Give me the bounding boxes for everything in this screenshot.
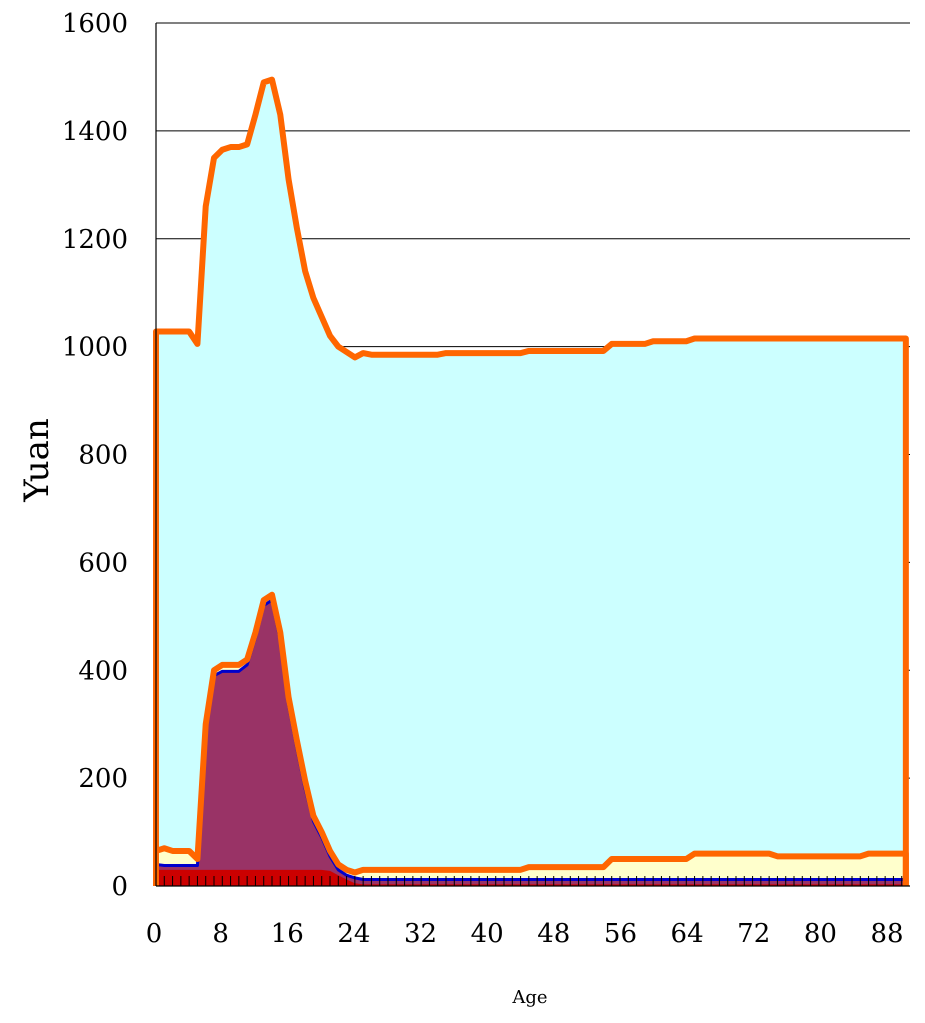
- x-tick-labels: 0 8 16 24 32 40 48 56 64 72 80 88: [146, 919, 904, 949]
- x-tick-label: 0: [146, 919, 163, 949]
- area-education: [156, 600, 906, 886]
- x-tick-label: 80: [804, 919, 837, 949]
- x-axis-title: Age: [511, 987, 547, 1008]
- y-tick-label: 600: [78, 548, 128, 578]
- y-tick-labels: 0 200 400 600 800 1000 1200 1400 1600: [62, 9, 128, 902]
- x-tick-label: 32: [404, 919, 437, 949]
- line-total: [153, 76, 909, 886]
- x-tick-label: 8: [212, 919, 229, 949]
- line-mid: [153, 591, 909, 886]
- x-tick-label: 64: [671, 919, 704, 949]
- y-axis-title: Yuan: [17, 418, 57, 503]
- y-tick-label: 1600: [62, 9, 128, 39]
- y-tick-label: 1000: [62, 333, 128, 363]
- area-total: [156, 79, 906, 886]
- x-tick-label: 24: [337, 919, 370, 949]
- y-tick-label: 200: [78, 764, 128, 794]
- x-tick-label: 56: [604, 919, 637, 949]
- area-base: [156, 869, 906, 886]
- x-tick-label: 16: [271, 919, 304, 949]
- y-tick-label: 1400: [62, 117, 128, 147]
- y-tick-label: 400: [78, 656, 128, 686]
- plot-areas: [156, 79, 906, 886]
- x-tick-label: 48: [537, 919, 570, 949]
- axes: [155, 23, 910, 887]
- y-tick-label: 1200: [62, 225, 128, 255]
- y-tick-label: 0: [111, 872, 128, 902]
- series-lines: [153, 76, 909, 886]
- y-tick-label: 800: [78, 441, 128, 471]
- x-tick-label: 40: [471, 919, 504, 949]
- x-tick-label: 72: [737, 919, 770, 949]
- x-tick-label: 88: [870, 919, 903, 949]
